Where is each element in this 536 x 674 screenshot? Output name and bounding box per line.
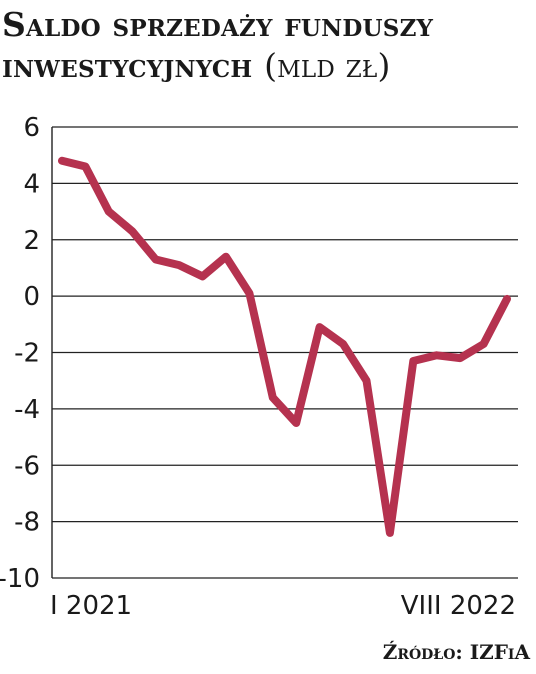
grid-lines — [52, 126, 518, 579]
y-tick-label: -4 — [14, 395, 40, 425]
chart-title-unit: (mld zł) — [264, 46, 391, 85]
x-tick-label-end: VIII 2022 — [401, 591, 516, 621]
y-tick-label: -2 — [14, 339, 40, 369]
y-axis: -10 -8 -6 -4 -2 0 2 4 6 — [0, 113, 53, 594]
y-tick-label: 0 — [23, 282, 40, 312]
x-axis: I 2021 VIII 2022 — [50, 591, 516, 621]
y-tick-label: -10 — [0, 564, 40, 594]
chart-title-main: Saldo sprzedaży funduszy inwestycyjnych — [2, 5, 434, 85]
series-line-0 — [58, 156, 511, 537]
y-tick-label: 2 — [23, 226, 40, 256]
x-tick-label-start: I 2021 — [50, 591, 132, 621]
chart-title: Saldo sprzedaży funduszy inwestycyjnych … — [2, 4, 536, 86]
y-tick-label: 4 — [23, 169, 40, 199]
y-tick-label: -6 — [14, 451, 40, 481]
y-tick-label: 6 — [23, 113, 40, 143]
y-tick-label: -8 — [14, 508, 40, 538]
series-layer — [58, 156, 511, 537]
source-note: Źródło: IZFiA — [382, 640, 530, 664]
